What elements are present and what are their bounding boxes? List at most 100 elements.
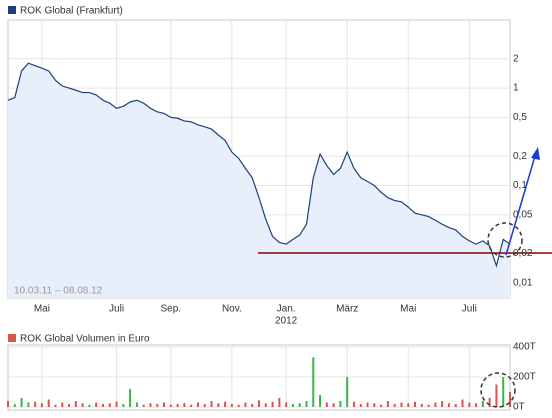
legend-swatch (8, 334, 16, 342)
y-tick-label: 0,01 (513, 278, 533, 289)
volume-bar (101, 404, 104, 407)
volume-bar (393, 404, 396, 407)
y-tick-label: 0,05 (513, 209, 533, 220)
volume-bar (502, 377, 505, 407)
volume-bar (129, 389, 132, 407)
volume-bar (454, 404, 457, 407)
x-tick-label: Juli (109, 304, 124, 315)
volume-bar (271, 401, 274, 407)
volume-bar (386, 401, 389, 407)
y-tick-label: 200T (513, 372, 536, 383)
x-tick-label: März (336, 304, 358, 315)
volume-bar (68, 404, 71, 407)
volume-bar (196, 402, 199, 407)
volume-bar (298, 403, 301, 407)
volume-bar (305, 401, 308, 407)
date-range: 10.03.11 – 08.08.12 (14, 286, 103, 297)
volume-bar (420, 404, 423, 407)
volume-bar (359, 404, 362, 407)
trend-arrow (505, 155, 536, 256)
volume-bar (95, 402, 98, 407)
volume-bar (251, 404, 254, 407)
volume-bar (258, 400, 260, 407)
legend-label: ROK Global Volumen in Euro (20, 334, 150, 345)
volume-bar (332, 403, 335, 407)
highlight-circle (480, 372, 516, 408)
volume-bar (312, 357, 315, 407)
volume-bar (285, 402, 288, 407)
volume-bar (176, 404, 179, 407)
volume-bar (264, 403, 267, 407)
volume-bar (278, 398, 281, 407)
volume-bar (163, 402, 166, 407)
volume-bar (325, 402, 328, 407)
volume-bar (475, 403, 478, 407)
volume-bar (495, 384, 498, 407)
highlight-circle (487, 222, 523, 258)
arrow-head (531, 147, 540, 160)
y-tick-label: 0,5 (513, 112, 527, 123)
y-tick-label: 2 (513, 53, 519, 64)
volume-bar (190, 404, 193, 407)
volume-bar (434, 402, 437, 407)
volume-bar (74, 401, 77, 407)
volume-bar (400, 402, 403, 407)
volume-bar (40, 403, 43, 407)
volume-bar (13, 404, 16, 407)
volume-bar (373, 403, 376, 407)
legend-swatch (8, 6, 16, 14)
volume-bar (183, 403, 186, 407)
volume-bar (47, 399, 50, 407)
volume-bar (27, 402, 30, 407)
volume-bar (447, 403, 450, 407)
x-tick-label: Juli (462, 304, 477, 315)
x-tick-label: Jan. (277, 304, 296, 315)
volume-bar (203, 404, 206, 407)
volume-bar (210, 401, 213, 407)
volume-bar (468, 402, 471, 407)
volume-bar (135, 402, 138, 407)
volume-bar (81, 403, 84, 407)
volume-bar (488, 398, 491, 407)
volume-bar (346, 377, 349, 407)
x-tick-label: Mai (34, 304, 50, 315)
x-year-label: 2012 (275, 316, 298, 327)
volume-bar (509, 392, 511, 407)
volume-bar (169, 404, 172, 407)
y-tick-label: 400T (513, 342, 536, 353)
volume-bar (414, 401, 417, 407)
volume-bar (122, 404, 125, 407)
volume-bar (149, 403, 152, 407)
y-tick-label: 0,1 (513, 180, 527, 191)
volume-bar (366, 402, 369, 407)
volume-bar (108, 403, 111, 407)
y-tick-label: 0,2 (513, 151, 527, 162)
x-tick-label: Mai (400, 304, 416, 315)
volume-bar (461, 399, 464, 407)
y-tick-label: 0T (513, 402, 525, 413)
volume-bar (352, 401, 355, 407)
legend-label: ROK Global (Frankfurt) (20, 6, 123, 17)
volume-bar (217, 403, 220, 407)
volume-bar (441, 401, 444, 407)
volume-bar (224, 401, 227, 407)
volume-bar (380, 404, 383, 407)
volume-bar (115, 401, 118, 407)
volume-bar (230, 404, 233, 407)
volume-bar (291, 404, 294, 407)
volume-bar (339, 401, 342, 407)
volume-bar (88, 404, 91, 407)
volume-bar (407, 403, 410, 407)
y-tick-label: 0,02 (513, 248, 533, 259)
volume-bar (481, 401, 484, 407)
price-line (7, 62, 511, 268)
x-tick-label: Nov. (222, 304, 242, 315)
volume-bar (54, 404, 57, 407)
volume-bar (34, 401, 37, 407)
volume-bar (156, 404, 159, 407)
volume-bar (244, 402, 247, 407)
volume-bar (237, 404, 240, 407)
volume-bar (61, 402, 64, 407)
volume-bar (142, 404, 145, 407)
